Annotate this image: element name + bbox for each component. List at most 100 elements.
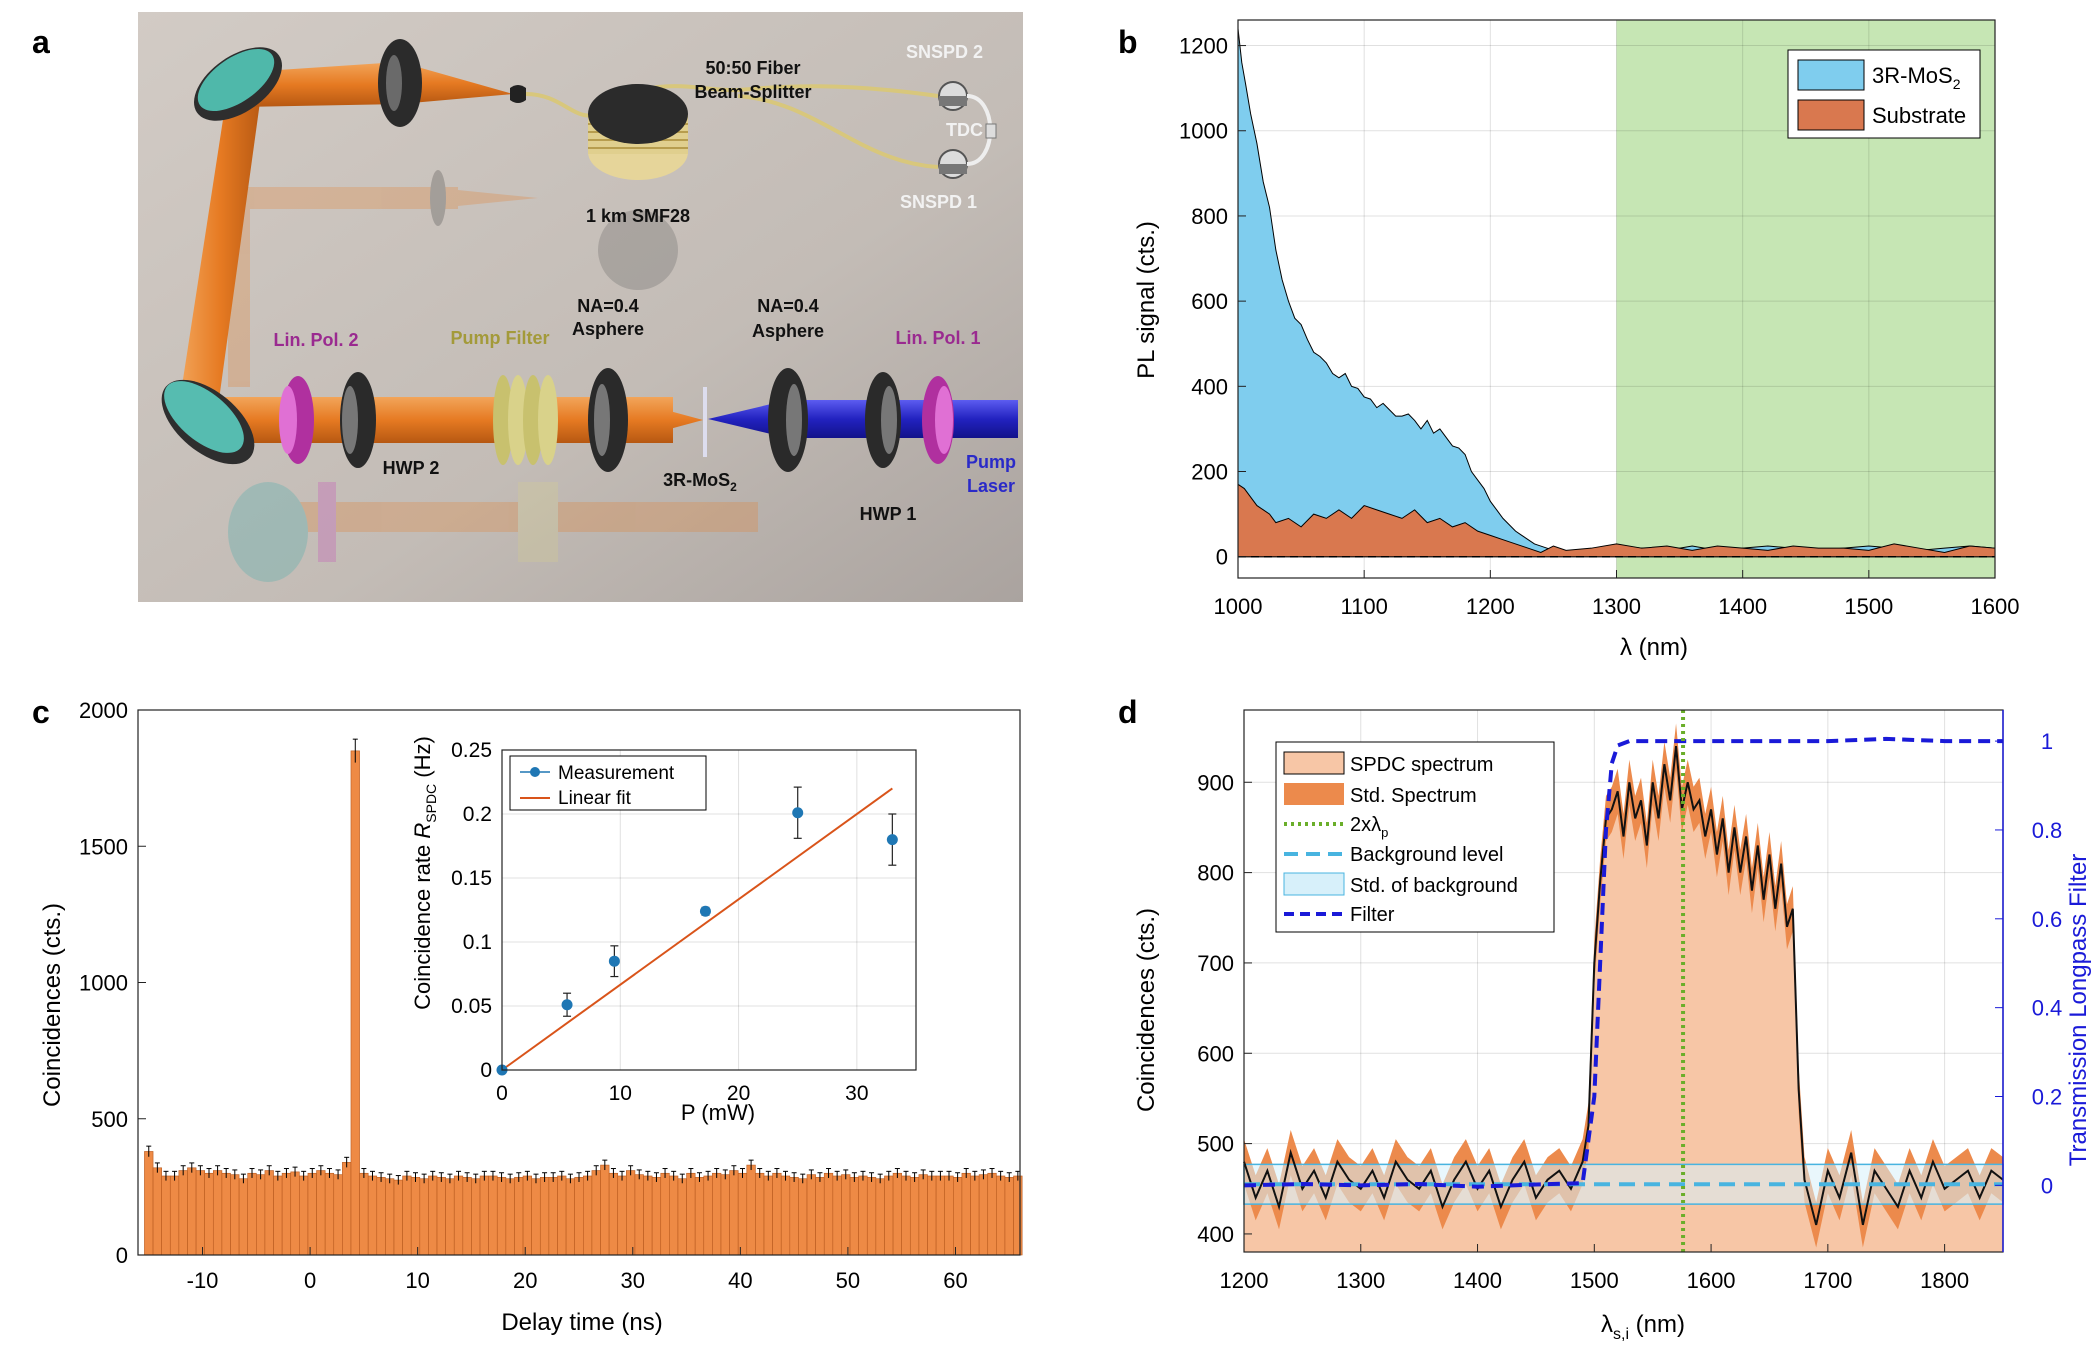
d-xtick-label: 1300 xyxy=(1336,1268,1385,1293)
d-ytick-right-label: 1 xyxy=(2041,729,2053,754)
d-ytick-label: 700 xyxy=(1197,951,1234,976)
c-bar xyxy=(290,1171,300,1256)
d-ytick-right-label: 0.2 xyxy=(2032,1085,2063,1110)
c-bar xyxy=(953,1177,963,1256)
d-spdc-line xyxy=(1243,746,2004,1226)
c-inset-fit-line xyxy=(501,787,893,1071)
c-bar xyxy=(299,1175,309,1256)
orange-cone-bottom xyxy=(618,397,703,443)
lens-top xyxy=(378,39,422,127)
d-spdc-area xyxy=(1244,746,2003,1252)
c-bar xyxy=(281,1172,292,1256)
pump-filter xyxy=(493,375,558,465)
c-bar xyxy=(436,1177,446,1256)
c-inset-point xyxy=(608,955,620,967)
c-bar xyxy=(350,750,360,1256)
c-ytick-label: 500 xyxy=(91,1107,128,1132)
c-bar xyxy=(892,1172,902,1256)
c-bar xyxy=(970,1175,980,1256)
c-bar xyxy=(660,1172,670,1256)
d-ytick-right-label: 0.6 xyxy=(2032,907,2063,932)
c-bar xyxy=(488,1175,498,1256)
b-xtick-label: 1500 xyxy=(1844,594,1893,619)
c-bar xyxy=(574,1177,584,1256)
b-legend-substrate: Substrate xyxy=(1872,103,1966,128)
d-ylabel: Coincidences (cts.) xyxy=(1133,908,1160,1112)
c-bar xyxy=(866,1177,877,1256)
c-bar xyxy=(376,1177,386,1256)
c-bar xyxy=(195,1170,205,1256)
c-bar xyxy=(643,1175,653,1256)
hwp-2 xyxy=(340,372,376,468)
c-bar xyxy=(273,1175,283,1256)
label-pump-laser-1: Pump xyxy=(966,452,1016,472)
fiber-spool xyxy=(588,84,688,180)
c-bar xyxy=(634,1174,644,1256)
d-xtick-label: 1600 xyxy=(1687,1268,1736,1293)
chart-b-pl-spectrum: 1000 1100 1200 1300 1400 1500 1600 0 200 400 600 80… xyxy=(1133,19,2019,661)
c-xtick-label: 10 xyxy=(405,1268,429,1293)
c-inset-box xyxy=(501,749,917,1071)
c-bar xyxy=(591,1170,601,1256)
c-bar xyxy=(212,1170,223,1256)
c-xtick-label: 50 xyxy=(836,1268,860,1293)
c-bar xyxy=(617,1175,627,1256)
c-bar xyxy=(505,1178,515,1256)
b-ylabel: PL signal (cts.) xyxy=(1133,221,1160,379)
d-legend-pump: 2xλp xyxy=(1350,814,1388,840)
c-bar xyxy=(419,1178,429,1256)
d-ytick-label: 600 xyxy=(1197,1041,1234,1066)
c-ytick-label: 1500 xyxy=(79,834,128,859)
c-bar xyxy=(927,1175,937,1256)
c-inset-legend-fit: Linear fit xyxy=(558,788,632,809)
b-ytick-label: 600 xyxy=(1191,289,1228,314)
label-linpol1: Lin. Pol. 1 xyxy=(895,328,980,348)
c-xtick-label: 0 xyxy=(304,1268,316,1293)
label-snspd1: SNSPD 1 xyxy=(900,192,977,212)
c-bar xyxy=(841,1174,851,1256)
b-legend: 3R-MoS2 Substrate xyxy=(1787,49,1981,139)
c-inset-legend-measurement: Measurement xyxy=(558,763,675,784)
c-bar xyxy=(307,1172,317,1256)
c-bar xyxy=(359,1172,369,1256)
b-xtick-label: 1300 xyxy=(1592,594,1641,619)
d-xtick-label: 1200 xyxy=(1220,1268,1269,1293)
c-bar xyxy=(1013,1175,1023,1256)
d-xtick-label: 1500 xyxy=(1570,1268,1619,1293)
c-bar xyxy=(755,1172,765,1256)
b-legend-mos2: 3R-MoS2 xyxy=(1872,63,1961,92)
c-xtick-label: 30 xyxy=(621,1268,645,1293)
label-fiber-bs-1: 50:50 Fiber xyxy=(705,58,800,78)
panel-label-d: d xyxy=(1118,694,1138,730)
c-bar xyxy=(324,1172,335,1256)
c-bar xyxy=(600,1164,610,1256)
label-pump-laser-2: Laser xyxy=(967,476,1015,496)
setup-background xyxy=(138,12,1023,602)
label-na-left-1: NA=0.4 xyxy=(577,296,639,316)
c-bar xyxy=(918,1174,928,1256)
panel-label-a: a xyxy=(32,24,50,60)
blue-cone xyxy=(708,400,788,438)
b-xtick-label: 1100 xyxy=(1341,594,1388,619)
c-bar xyxy=(479,1175,489,1256)
setup-illustration: SNSPD 2 50:50 Fiber Beam-Splitter TDC SN… xyxy=(138,12,1023,602)
c-inset-point xyxy=(699,905,711,917)
c-bar xyxy=(230,1174,240,1256)
d-xtick-label: 1800 xyxy=(1920,1268,1969,1293)
c-bar xyxy=(875,1178,885,1256)
c-bar xyxy=(367,1175,378,1256)
d-legend-std: Std. Spectrum xyxy=(1350,785,1477,807)
d-ytick-label: 900 xyxy=(1197,770,1234,795)
c-bar xyxy=(729,1170,739,1256)
label-fiber-bs-2: Beam-Splitter xyxy=(694,82,811,102)
c-bar xyxy=(496,1177,507,1256)
orange-beam-vertical xyxy=(178,80,263,412)
b-series-substrate-area xyxy=(1237,483,1996,558)
c-inset-legend: Measurement Linear fit xyxy=(509,755,707,811)
d-ytick-label: 400 xyxy=(1197,1222,1234,1247)
tdc-box xyxy=(985,123,997,139)
c-inset-point xyxy=(561,999,573,1011)
c-bar xyxy=(703,1175,713,1256)
asphere-right xyxy=(768,368,808,472)
c-bar xyxy=(144,1151,154,1256)
